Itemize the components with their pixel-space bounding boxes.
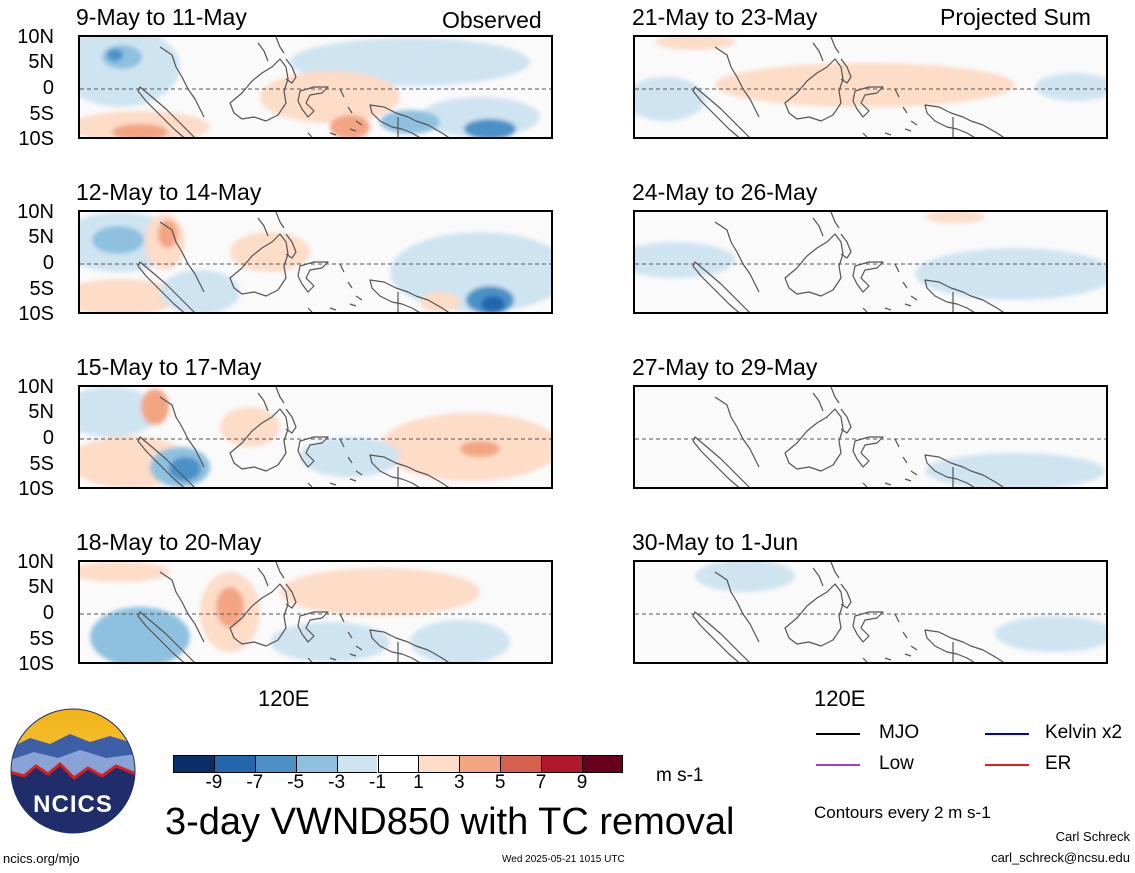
map-panel-6 (633, 210, 1108, 314)
colorbar-label: 1 (413, 772, 424, 793)
legend-line-low (816, 764, 860, 766)
legend-label-mjo: MJO (879, 722, 920, 743)
colorbar-label: -7 (246, 772, 264, 793)
map-anomaly-field (635, 212, 1106, 312)
lat-label-0: 0 (42, 252, 54, 274)
colorbar-label: -9 (205, 772, 223, 793)
lat-label-10s: 10S (18, 128, 54, 150)
map-panel-3 (78, 385, 553, 489)
colorbar-swatch-10 (541, 755, 582, 773)
panel-title-8: 30-May to 1-Jun (632, 529, 799, 555)
footer-author: Carl Schreck (1055, 829, 1130, 844)
contour-note: Contours every 2 m s-1 (814, 803, 991, 822)
lat-label-5n: 5N (28, 51, 54, 73)
lat-label-10s: 10S (18, 653, 54, 675)
colorbar-label: -5 (287, 772, 305, 793)
footer-url: ncics.org/mjo (3, 851, 80, 866)
colorbar-label: 9 (576, 772, 588, 793)
lat-label-5s: 5S (29, 453, 54, 475)
lat-label-0: 0 (42, 602, 54, 624)
panel-title-3: 15-May to 17-May (76, 354, 262, 380)
map-anomaly-field (635, 562, 1106, 662)
colorbar-units: m s-1 (656, 765, 704, 786)
colorbar-swatch-6 (377, 755, 419, 773)
colorbar-swatch-3 (254, 755, 296, 773)
colorbar-label: 7 (535, 772, 547, 793)
lat-label-10n: 10N (17, 551, 54, 573)
lat-label-5n: 5N (28, 226, 54, 248)
map-panel-5 (633, 35, 1108, 139)
lat-label-10n: 10N (17, 201, 54, 223)
legend-label-er: ER (1045, 753, 1072, 774)
map-anomaly-field (80, 562, 551, 662)
map-panel-8 (633, 560, 1108, 664)
colorbar-swatch-9 (500, 755, 542, 773)
legend-label-low: Low (879, 753, 914, 774)
map-panel-1 (78, 35, 553, 139)
map-anomaly-field (80, 37, 551, 137)
legend-line-mjo (816, 733, 860, 735)
ncics-logo: NCICS (10, 708, 136, 834)
observed-column-label: Observed (442, 7, 542, 33)
map-panel-7 (633, 385, 1108, 489)
map-panel-4 (78, 560, 553, 664)
lat-label-5s: 5S (29, 278, 54, 300)
colorbar-swatch-8 (459, 755, 501, 773)
panel-title-4: 18-May to 20-May (76, 529, 262, 555)
map-anomaly-field (635, 37, 1106, 137)
map-anomaly-field (80, 387, 551, 487)
colorbar-label: 5 (494, 772, 506, 793)
colorbar-swatch-1 (173, 755, 214, 773)
logo-text: NCICS (33, 791, 113, 818)
colorbar-swatch-5 (336, 755, 378, 773)
map-anomaly-field (80, 212, 551, 312)
legend-label-kelvin: Kelvin x2 (1045, 722, 1123, 743)
lat-label-0: 0 (42, 427, 54, 449)
colorbar-swatch-4 (295, 755, 337, 773)
panel-title-5: 21-May to 23-May (632, 4, 818, 30)
lat-label-10s: 10S (18, 478, 54, 500)
panel-title-1: 9-May to 11-May (76, 4, 247, 30)
panel-title-2: 12-May to 14-May (76, 179, 262, 205)
projected-column-label: Projected Sum (940, 4, 1091, 30)
legend-line-kelvin (985, 733, 1029, 735)
panel-title-6: 24-May to 26-May (632, 179, 818, 205)
lat-label-5n: 5N (28, 576, 54, 598)
lat-label-5s: 5S (29, 628, 54, 650)
colorbar-label: -3 (328, 772, 346, 793)
lon-label-left: 120E (258, 686, 310, 711)
lat-label-0: 0 (42, 77, 54, 99)
lat-label-5s: 5S (29, 103, 54, 125)
map-panel-2 (78, 210, 553, 314)
lat-label-5n: 5N (28, 401, 54, 423)
lat-label-10s: 10S (18, 303, 54, 325)
panel-title-7: 27-May to 29-May (632, 354, 818, 380)
colorbar-swatch-2 (213, 755, 255, 773)
map-anomaly-field (635, 387, 1106, 487)
footer-timestamp: Wed 2025-05-21 1015 UTC (502, 854, 625, 865)
footer-email: carl_schreck@ncsu.edu (991, 850, 1130, 865)
main-title: 3-day VWND850 with TC removal (165, 801, 735, 843)
colorbar-label: -1 (369, 772, 386, 793)
lat-label-10n: 10N (17, 376, 54, 398)
colorbar-swatch-11 (582, 755, 623, 773)
colorbar-label: 3 (454, 772, 465, 793)
colorbar-swatch-7 (418, 755, 460, 773)
lat-label-10n: 10N (17, 26, 54, 48)
legend-line-er (985, 764, 1029, 766)
lon-label-right: 120E (814, 686, 866, 711)
